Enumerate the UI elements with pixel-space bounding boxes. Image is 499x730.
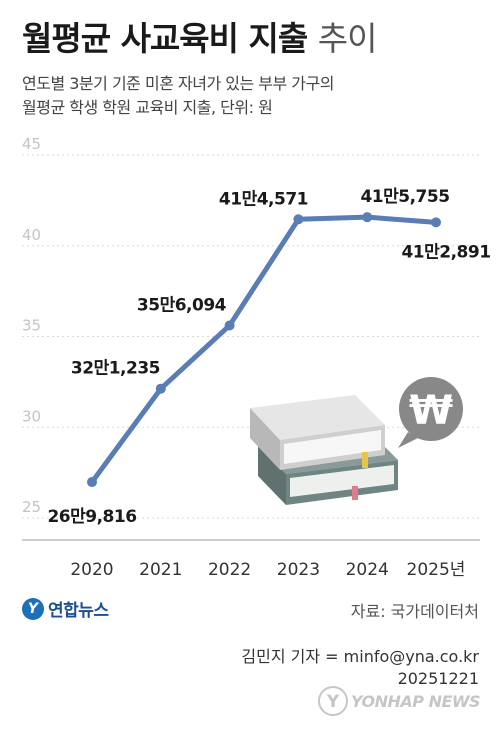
book-bottom-pages <box>290 465 394 497</box>
watermark-logo-icon: Y <box>318 686 348 716</box>
x-tick-label: 2021 <box>139 560 182 580</box>
x-tick-label: 2024 <box>346 560 389 580</box>
watermark-text: YONHAP NEWS <box>351 691 481 711</box>
x-tick-label: 2023 <box>277 560 320 580</box>
won-coin-icon <box>399 377 463 441</box>
data-label: 41만2,891 <box>401 242 490 262</box>
source-note: 자료: 국가데이터처 <box>350 602 479 621</box>
y-tick-label: 35 <box>22 317 41 335</box>
line-chart: 25 30 35 40 45 ₩ 26만9,816 32만1,235 35만6,094 41만… <box>22 135 491 580</box>
title-suffix: 추이 <box>317 19 378 58</box>
watermark: Y YONHAP NEWS <box>318 686 481 716</box>
logo-text: 연합뉴스 <box>48 601 109 621</box>
won-badge: ₩ <box>398 377 463 448</box>
books-illustration <box>250 395 398 505</box>
y-axis-ticks: 25 30 35 40 45 <box>22 135 41 516</box>
bookmark-yellow <box>362 452 368 468</box>
y-tick-label: 30 <box>22 407 41 425</box>
yonhap-logo-icon: Y <box>22 597 44 620</box>
chart-subtitle: 연도별 3분기 기준 미혼 자녀가 있는 부부 가구의 월평균 학생 학원 교육… <box>22 74 334 117</box>
yonhap-logo: Y 연합뉴스 <box>22 596 109 621</box>
data-point <box>431 217 441 228</box>
data-label: 26만9,816 <box>47 507 136 527</box>
data-point <box>224 320 235 331</box>
book-top-pages <box>284 430 381 464</box>
x-tick-label: 2020 <box>70 560 113 580</box>
date-stamp: 20251221 <box>397 669 479 688</box>
data-point <box>87 477 97 488</box>
credit: 김민지 기자 = minfo@yna.co.kr 20251221 <box>241 646 479 690</box>
x-axis-ticks: 2020 2021 2022 2023 2024 2025년 <box>70 560 465 580</box>
won-symbol: ₩ <box>409 388 453 434</box>
data-label: 32만1,235 <box>71 359 160 379</box>
y-tick-label: 45 <box>22 135 41 153</box>
data-point <box>293 214 304 225</box>
data-point <box>362 212 373 223</box>
book-top-cover <box>250 395 385 440</box>
chart-title: 월평균 사교육비 지출 추이 <box>22 12 378 60</box>
data-label: 41만5,755 <box>360 187 449 207</box>
data-point <box>155 383 166 394</box>
bookmark-pink <box>352 486 358 500</box>
y-tick-label: 25 <box>22 498 41 516</box>
speech-tail-icon <box>398 432 418 448</box>
data-label: 35만6,094 <box>137 295 227 315</box>
series-line <box>89 214 439 485</box>
book-bottom-side <box>258 445 286 505</box>
title-main: 월평균 사교육비 지출 <box>22 19 308 58</box>
y-tick-label: 40 <box>22 226 41 244</box>
data-label: 41만4,571 <box>219 189 308 209</box>
book-top-side <box>250 408 280 470</box>
series-line-group: 26만9,816 32만1,235 35만6,094 41만4,571 41만5,755… <box>47 187 491 527</box>
x-tick-label: 2025년 <box>407 560 466 580</box>
reporter-credit: 김민지 기자 = minfo@yna.co.kr <box>241 647 479 666</box>
x-tick-label: 2022 <box>208 560 251 580</box>
grid-lines <box>22 154 480 541</box>
